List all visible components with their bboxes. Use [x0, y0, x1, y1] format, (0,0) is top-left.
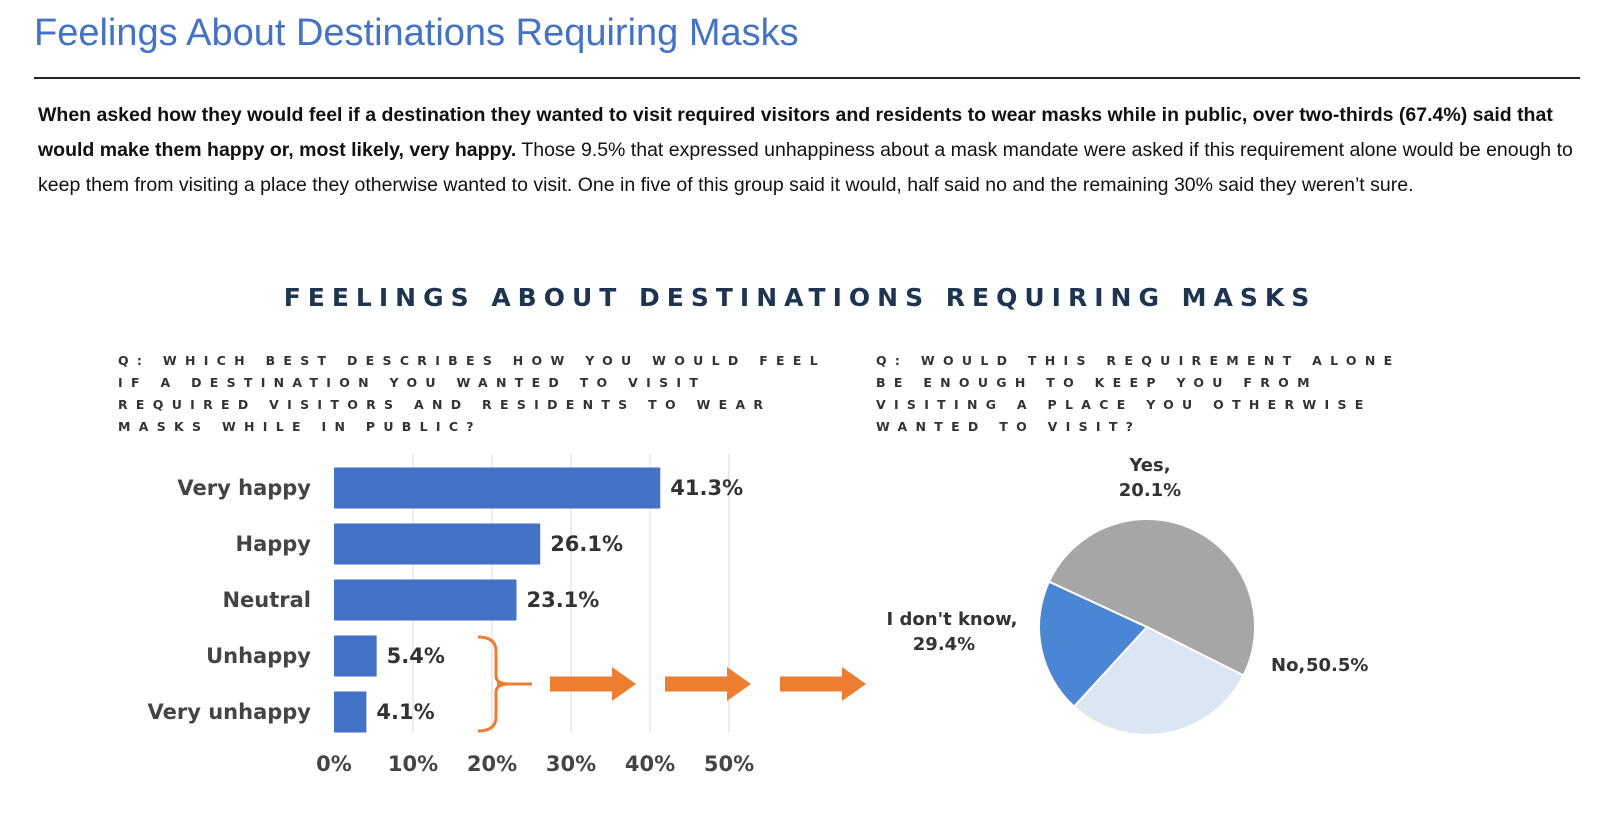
- x-tick-label: 30%: [546, 752, 596, 776]
- page-title: Feelings About Destinations Requiring Ma…: [34, 12, 799, 54]
- bar-chart: 0% 10% 20% 30% 40% 50% Very happy 41.3% Happy 26.…: [148, 454, 866, 776]
- x-tick-label: 0%: [316, 752, 352, 776]
- arrow-icon: [780, 667, 866, 701]
- category-label: Unhappy: [206, 644, 311, 668]
- intro-text: Those 9.5% that expressed unhappiness ab…: [38, 139, 1573, 196]
- pie-chart-question: Q: WOULD THIS REQUIREMENT ALONE BE ENOUG…: [876, 353, 1401, 434]
- pie-label-yes: Yes,: [1128, 455, 1170, 476]
- pie-value-dont-know: 29.4%: [913, 634, 975, 655]
- bar-chart-question: Q: WHICH BEST DESCRIBES HOW YOU WOULD FE…: [118, 353, 826, 434]
- data-label: 23.1%: [526, 588, 599, 612]
- pie-slice-dont-know: [1072, 625, 1245, 736]
- data-label: 5.4%: [387, 644, 445, 668]
- bar: [334, 579, 517, 621]
- bar: [334, 635, 377, 677]
- pie-chart: Yes, 20.1% No, 50.5% I don't know, 29.4%: [887, 455, 1368, 736]
- bar: [334, 691, 367, 733]
- data-label: 4.1%: [376, 700, 434, 724]
- figure-title: FEELINGS ABOUT DESTINATIONS REQUIRING MA…: [283, 283, 1317, 312]
- category-label: Neutral: [222, 588, 311, 612]
- arrow-icon: [550, 667, 636, 701]
- intro-bold-text: When asked how they would feel if a dest…: [38, 104, 1553, 161]
- pie-value-no: 50.5%: [1306, 655, 1368, 676]
- arrow-icon: [665, 667, 751, 701]
- x-tick-label: 10%: [388, 752, 438, 776]
- pie-label-no: No,: [1271, 655, 1305, 676]
- pie-slice-yes: [1038, 580, 1149, 709]
- data-label: 26.1%: [550, 532, 623, 556]
- data-label: 41.3%: [670, 476, 743, 500]
- pie-slice-no: [1047, 517, 1257, 677]
- title-divider: [34, 77, 1580, 79]
- category-label: Very happy: [177, 476, 311, 500]
- category-label: Happy: [236, 532, 312, 556]
- intro-paragraph: When asked how they would feel if a dest…: [38, 98, 1578, 203]
- pie-label-dont-know: I don't know,: [887, 609, 1018, 630]
- x-tick-label: 20%: [467, 752, 517, 776]
- bar: [334, 467, 661, 509]
- pie-value-yes: 20.1%: [1119, 480, 1181, 501]
- x-tick-label: 40%: [625, 752, 675, 776]
- category-label: Very unhappy: [148, 700, 312, 724]
- bar: [334, 523, 541, 565]
- x-tick-label: 50%: [704, 752, 754, 776]
